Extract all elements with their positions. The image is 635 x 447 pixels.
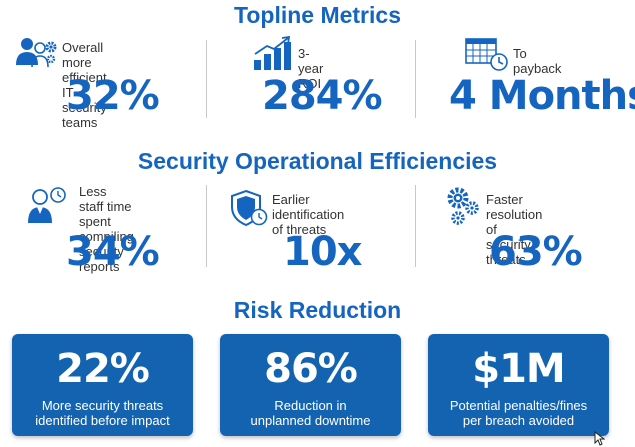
metric-label: Less staff time spent compiling security…: [79, 184, 134, 274]
divider: [206, 185, 207, 267]
metric-label-line: of security threats: [486, 222, 531, 267]
person-clock-icon: [26, 187, 70, 232]
metric-value: 10x: [283, 229, 362, 275]
risk-card: 86% Reduction in unplanned downtime: [220, 334, 401, 436]
risk-card-description: Potential penalties/fines per breach avo…: [428, 398, 609, 428]
metric-label-line: Overall more efficient: [62, 40, 107, 85]
metric-label-line: IT security teams: [62, 85, 107, 130]
divider: [206, 40, 207, 118]
risk-card-value: $1M: [472, 346, 565, 392]
metric-label-line: security reports: [79, 244, 124, 274]
risk-reduction-title: Risk Reduction: [233, 297, 402, 323]
risk-card-line: More security threats: [41, 398, 164, 413]
metric-value: 32%: [66, 73, 160, 119]
risk-card: 22% More security threats identified bef…: [12, 334, 193, 436]
risk-card-line: per breach avoided: [462, 413, 575, 428]
metric-value: 4 Months: [449, 73, 635, 119]
shield-clock-icon: [229, 189, 269, 232]
metric-label-line: Faster resolution: [486, 192, 543, 222]
divider: [415, 40, 416, 118]
risk-card-value: 22%: [56, 346, 150, 392]
mouse-pointer-icon: [594, 430, 606, 447]
metric-label: To payback: [513, 46, 561, 76]
metric-label-line: of threats: [272, 222, 327, 237]
gears-icon: [445, 186, 485, 233]
risk-card-line: Reduction in: [274, 398, 347, 413]
metric-label-line: spent compiling: [79, 214, 134, 244]
risk-card-description: Reduction in unplanned downtime: [220, 398, 401, 428]
metric-label-line: 3-year ROI: [298, 46, 324, 91]
risk-card-line: unplanned downtime: [250, 413, 371, 428]
metric-label: Faster resolution of security threats: [486, 192, 542, 267]
metric-label-line: Earlier identification: [272, 192, 345, 222]
metric-label: Earlier identification of threats: [272, 192, 344, 237]
metric-label-line: Less staff time: [79, 184, 132, 214]
risk-card-line: Potential penalties/fines: [449, 398, 588, 413]
metric-value: 284%: [262, 73, 383, 119]
calendar-clock-icon: [464, 36, 510, 77]
topline-metrics-title: Topline Metrics: [234, 2, 401, 28]
metric-value: 34%: [66, 229, 160, 275]
efficiencies-title: Security Operational Efficiencies: [137, 148, 498, 174]
users-gear-icon: [15, 35, 59, 76]
metric-value: 63%: [489, 229, 583, 275]
divider: [415, 185, 416, 267]
metric-label: 3-year ROI: [298, 46, 323, 91]
risk-card-description: More security threats identified before …: [12, 398, 193, 428]
risk-card-value: 86%: [264, 346, 358, 392]
metric-label: Overall more efficient IT security teams: [62, 40, 107, 130]
metric-label-line: To payback: [513, 46, 562, 76]
bar-chart-up-icon: [252, 35, 294, 77]
risk-card: $1M Potential penalties/fines per breach…: [428, 334, 609, 436]
risk-card-line: identified before impact: [35, 413, 170, 428]
